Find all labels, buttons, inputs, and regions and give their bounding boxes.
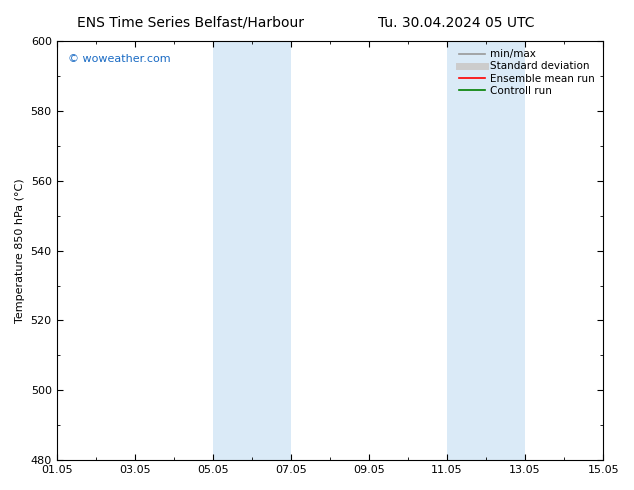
Y-axis label: Temperature 850 hPa (°C): Temperature 850 hPa (°C) bbox=[15, 178, 25, 323]
Bar bbox=[447, 41, 525, 460]
Text: Tu. 30.04.2024 05 UTC: Tu. 30.04.2024 05 UTC bbox=[378, 16, 534, 30]
Text: ENS Time Series Belfast/Harbour: ENS Time Series Belfast/Harbour bbox=[77, 16, 304, 30]
Text: © woweather.com: © woweather.com bbox=[68, 53, 170, 64]
Legend: min/max, Standard deviation, Ensemble mean run, Controll run: min/max, Standard deviation, Ensemble me… bbox=[456, 46, 598, 99]
Bar bbox=[213, 41, 291, 460]
